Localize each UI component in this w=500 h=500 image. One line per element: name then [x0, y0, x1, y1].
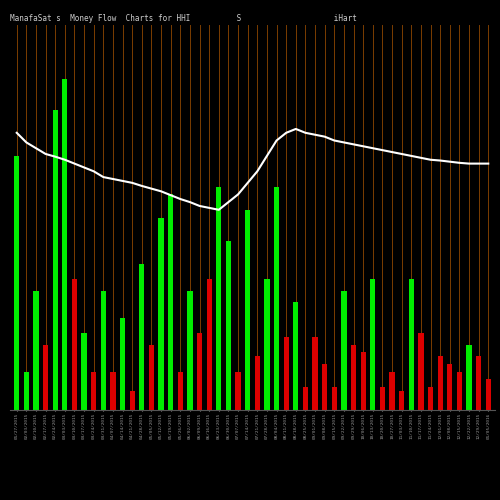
Bar — [264, 279, 270, 410]
Bar — [149, 344, 154, 410]
Bar — [206, 279, 212, 410]
Bar — [332, 387, 337, 410]
Bar — [428, 387, 433, 410]
Bar — [72, 279, 77, 410]
Bar — [158, 218, 164, 410]
Bar — [293, 302, 298, 410]
Bar — [14, 156, 20, 410]
Bar — [456, 372, 462, 410]
Bar — [274, 186, 279, 410]
Bar — [139, 264, 144, 410]
Bar — [370, 279, 376, 410]
Bar — [408, 279, 414, 410]
Bar — [254, 356, 260, 410]
Bar — [351, 344, 356, 410]
Bar — [245, 210, 250, 410]
Bar — [236, 372, 240, 410]
Bar — [342, 290, 346, 410]
Bar — [438, 356, 443, 410]
Bar — [284, 337, 289, 410]
Bar — [100, 290, 106, 410]
Bar — [216, 186, 222, 410]
Bar — [91, 372, 96, 410]
Bar — [466, 344, 471, 410]
Text: ManafaSat s  Money Flow  Charts for HHI          S                    iHart: ManafaSat s Money Flow Charts for HHI S … — [10, 14, 357, 23]
Bar — [197, 333, 202, 410]
Bar — [447, 364, 452, 410]
Bar — [52, 110, 58, 410]
Bar — [303, 387, 308, 410]
Bar — [82, 333, 86, 410]
Bar — [188, 290, 192, 410]
Bar — [418, 333, 424, 410]
Bar — [120, 318, 125, 410]
Bar — [312, 337, 318, 410]
Bar — [130, 391, 135, 410]
Bar — [380, 387, 385, 410]
Bar — [322, 364, 328, 410]
Bar — [360, 352, 366, 410]
Bar — [390, 372, 394, 410]
Bar — [226, 240, 231, 410]
Bar — [178, 372, 183, 410]
Bar — [399, 391, 404, 410]
Bar — [24, 372, 29, 410]
Bar — [486, 379, 491, 410]
Bar — [43, 344, 49, 410]
Bar — [62, 79, 68, 410]
Bar — [34, 290, 38, 410]
Bar — [476, 356, 482, 410]
Bar — [110, 372, 116, 410]
Bar — [168, 194, 173, 410]
